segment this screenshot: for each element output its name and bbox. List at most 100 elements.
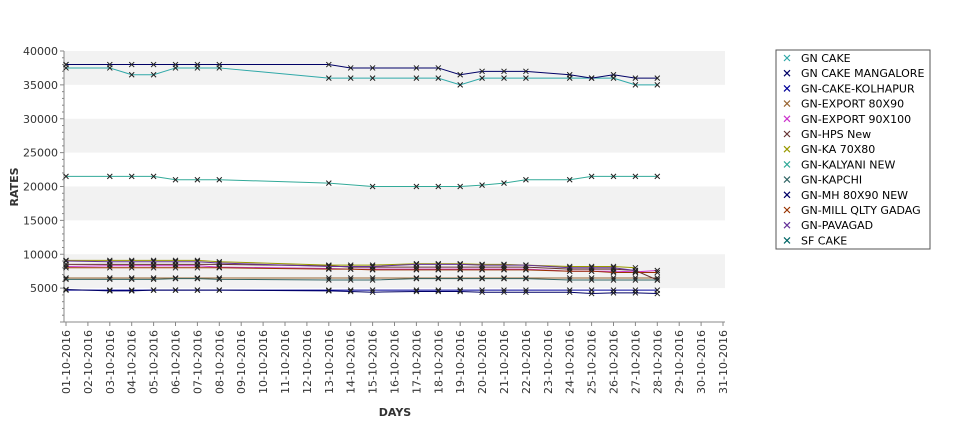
- legend-label: GN CAKE: [801, 52, 851, 65]
- data-point: [632, 75, 639, 81]
- data-point: [479, 275, 485, 282]
- data-point: [150, 264, 157, 271]
- y-tick-label: 5000: [30, 282, 58, 295]
- data-point: [413, 275, 420, 282]
- x-tick-label: 24-10-2016: [564, 330, 577, 394]
- data-point: [369, 183, 376, 190]
- data-point: [128, 258, 135, 265]
- legend-label: GN-EXPORT 80X90: [801, 98, 904, 111]
- data-point: [501, 75, 507, 81]
- y-tick-label: 20000: [23, 181, 58, 194]
- series-gn-cake-mangalore: [63, 61, 661, 81]
- data-point: [128, 287, 135, 294]
- x-tick-label: 17-10-2016: [410, 330, 423, 394]
- x-tick-label: 16-10-2016: [389, 330, 402, 394]
- x-tick-label: 09-10-2016: [235, 330, 248, 394]
- legend-marker: [783, 160, 791, 168]
- data-point: [566, 176, 573, 183]
- data-point: [413, 183, 420, 190]
- data-point: [216, 276, 223, 283]
- x-tick-label: 19-10-2016: [454, 330, 467, 394]
- legend-label: GN-PAVAGAD: [801, 219, 873, 232]
- legend-item: GN-KA 70X80: [783, 143, 875, 156]
- data-point: [566, 289, 573, 296]
- x-tick-label: 22-10-2016: [520, 330, 533, 394]
- data-point: [588, 290, 595, 297]
- x-tick-label: 31-10-2016: [717, 330, 730, 394]
- legend-marker: [783, 100, 791, 108]
- legend-label: GN CAKE MANGALORE: [801, 67, 924, 80]
- data-point: [325, 277, 332, 283]
- data-point: [523, 289, 529, 296]
- data-point: [523, 266, 529, 273]
- legend-item: GN-KAPCHI: [783, 174, 862, 187]
- x-axis: 01-10-2016 02-10-2016 03-10-2016 04-10-2016…: [60, 321, 730, 394]
- data-point: [457, 275, 464, 282]
- data-point: [435, 183, 442, 190]
- x-tick-label: 15-10-2016: [367, 330, 380, 394]
- data-point: [632, 277, 639, 283]
- data-point: [654, 277, 661, 283]
- legend-marker: [783, 206, 791, 214]
- data-point: [172, 275, 179, 282]
- data-point: [457, 71, 464, 78]
- x-tick-label: 28-10-2016: [651, 330, 664, 394]
- data-point: [150, 276, 157, 283]
- data-point: [150, 61, 157, 68]
- data-point: [63, 264, 69, 271]
- data-point: [150, 173, 157, 180]
- data-point: [523, 275, 529, 282]
- y-axis-title: RATES: [8, 167, 21, 206]
- x-tick-label: 29-10-2016: [673, 330, 686, 394]
- data-point: [194, 258, 201, 265]
- legend: GN CAKE GN CAKE MANGALORE GN-CAKE-KOLHAPUR…: [775, 49, 931, 250]
- data-point: [654, 82, 661, 88]
- x-tick-label: 14-10-2016: [345, 330, 358, 394]
- data-point: [172, 258, 179, 265]
- data-point: [501, 262, 507, 268]
- legend-label: SF CAKE: [801, 234, 847, 247]
- legend-item: GN CAKE MANGALORE: [783, 67, 924, 80]
- legend-item: GN CAKE: [783, 52, 851, 65]
- data-point: [128, 173, 135, 180]
- data-point: [632, 269, 639, 276]
- data-point: [654, 173, 661, 180]
- data-point: [128, 61, 135, 68]
- series-line: [66, 175, 658, 187]
- x-tick-label: 18-10-2016: [432, 330, 445, 394]
- data-point: [413, 75, 420, 81]
- data-point: [216, 176, 223, 183]
- legend-marker: [783, 145, 791, 153]
- data-point: [106, 173, 113, 180]
- data-point: [457, 183, 464, 190]
- x-tick-label: 02-10-2016: [82, 330, 95, 394]
- legend-item: GN-MH 80X90 NEW: [783, 189, 908, 202]
- data-point: [369, 277, 376, 283]
- y-tick-label: 15000: [23, 214, 58, 227]
- data-point: [369, 65, 376, 71]
- data-point: [479, 289, 485, 296]
- x-tick-label: 21-10-2016: [498, 330, 511, 394]
- legend-marker: [783, 115, 791, 123]
- data-point: [194, 264, 201, 271]
- legend-label: GN-EXPORT 90X100: [801, 113, 911, 126]
- data-point: [479, 266, 485, 273]
- legend-marker: [783, 176, 791, 184]
- series-gn-mh-80x90-new: [63, 286, 661, 297]
- data-point: [325, 287, 332, 294]
- x-tick-label: 12-10-2016: [301, 330, 314, 394]
- data-point: [194, 61, 201, 68]
- data-point: [501, 180, 507, 186]
- data-point: [610, 277, 617, 283]
- data-point: [216, 287, 223, 294]
- data-point: [501, 275, 507, 282]
- data-point: [632, 173, 639, 180]
- data-point: [632, 82, 639, 88]
- legend-label: GN-KALYANI NEW: [801, 158, 895, 171]
- data-point: [216, 264, 223, 271]
- data-point: [216, 61, 223, 68]
- legend-item: GN-EXPORT 90X100: [783, 113, 911, 126]
- series-gn-kapchi: [63, 275, 661, 283]
- data-point: [435, 266, 442, 273]
- data-point: [106, 258, 113, 265]
